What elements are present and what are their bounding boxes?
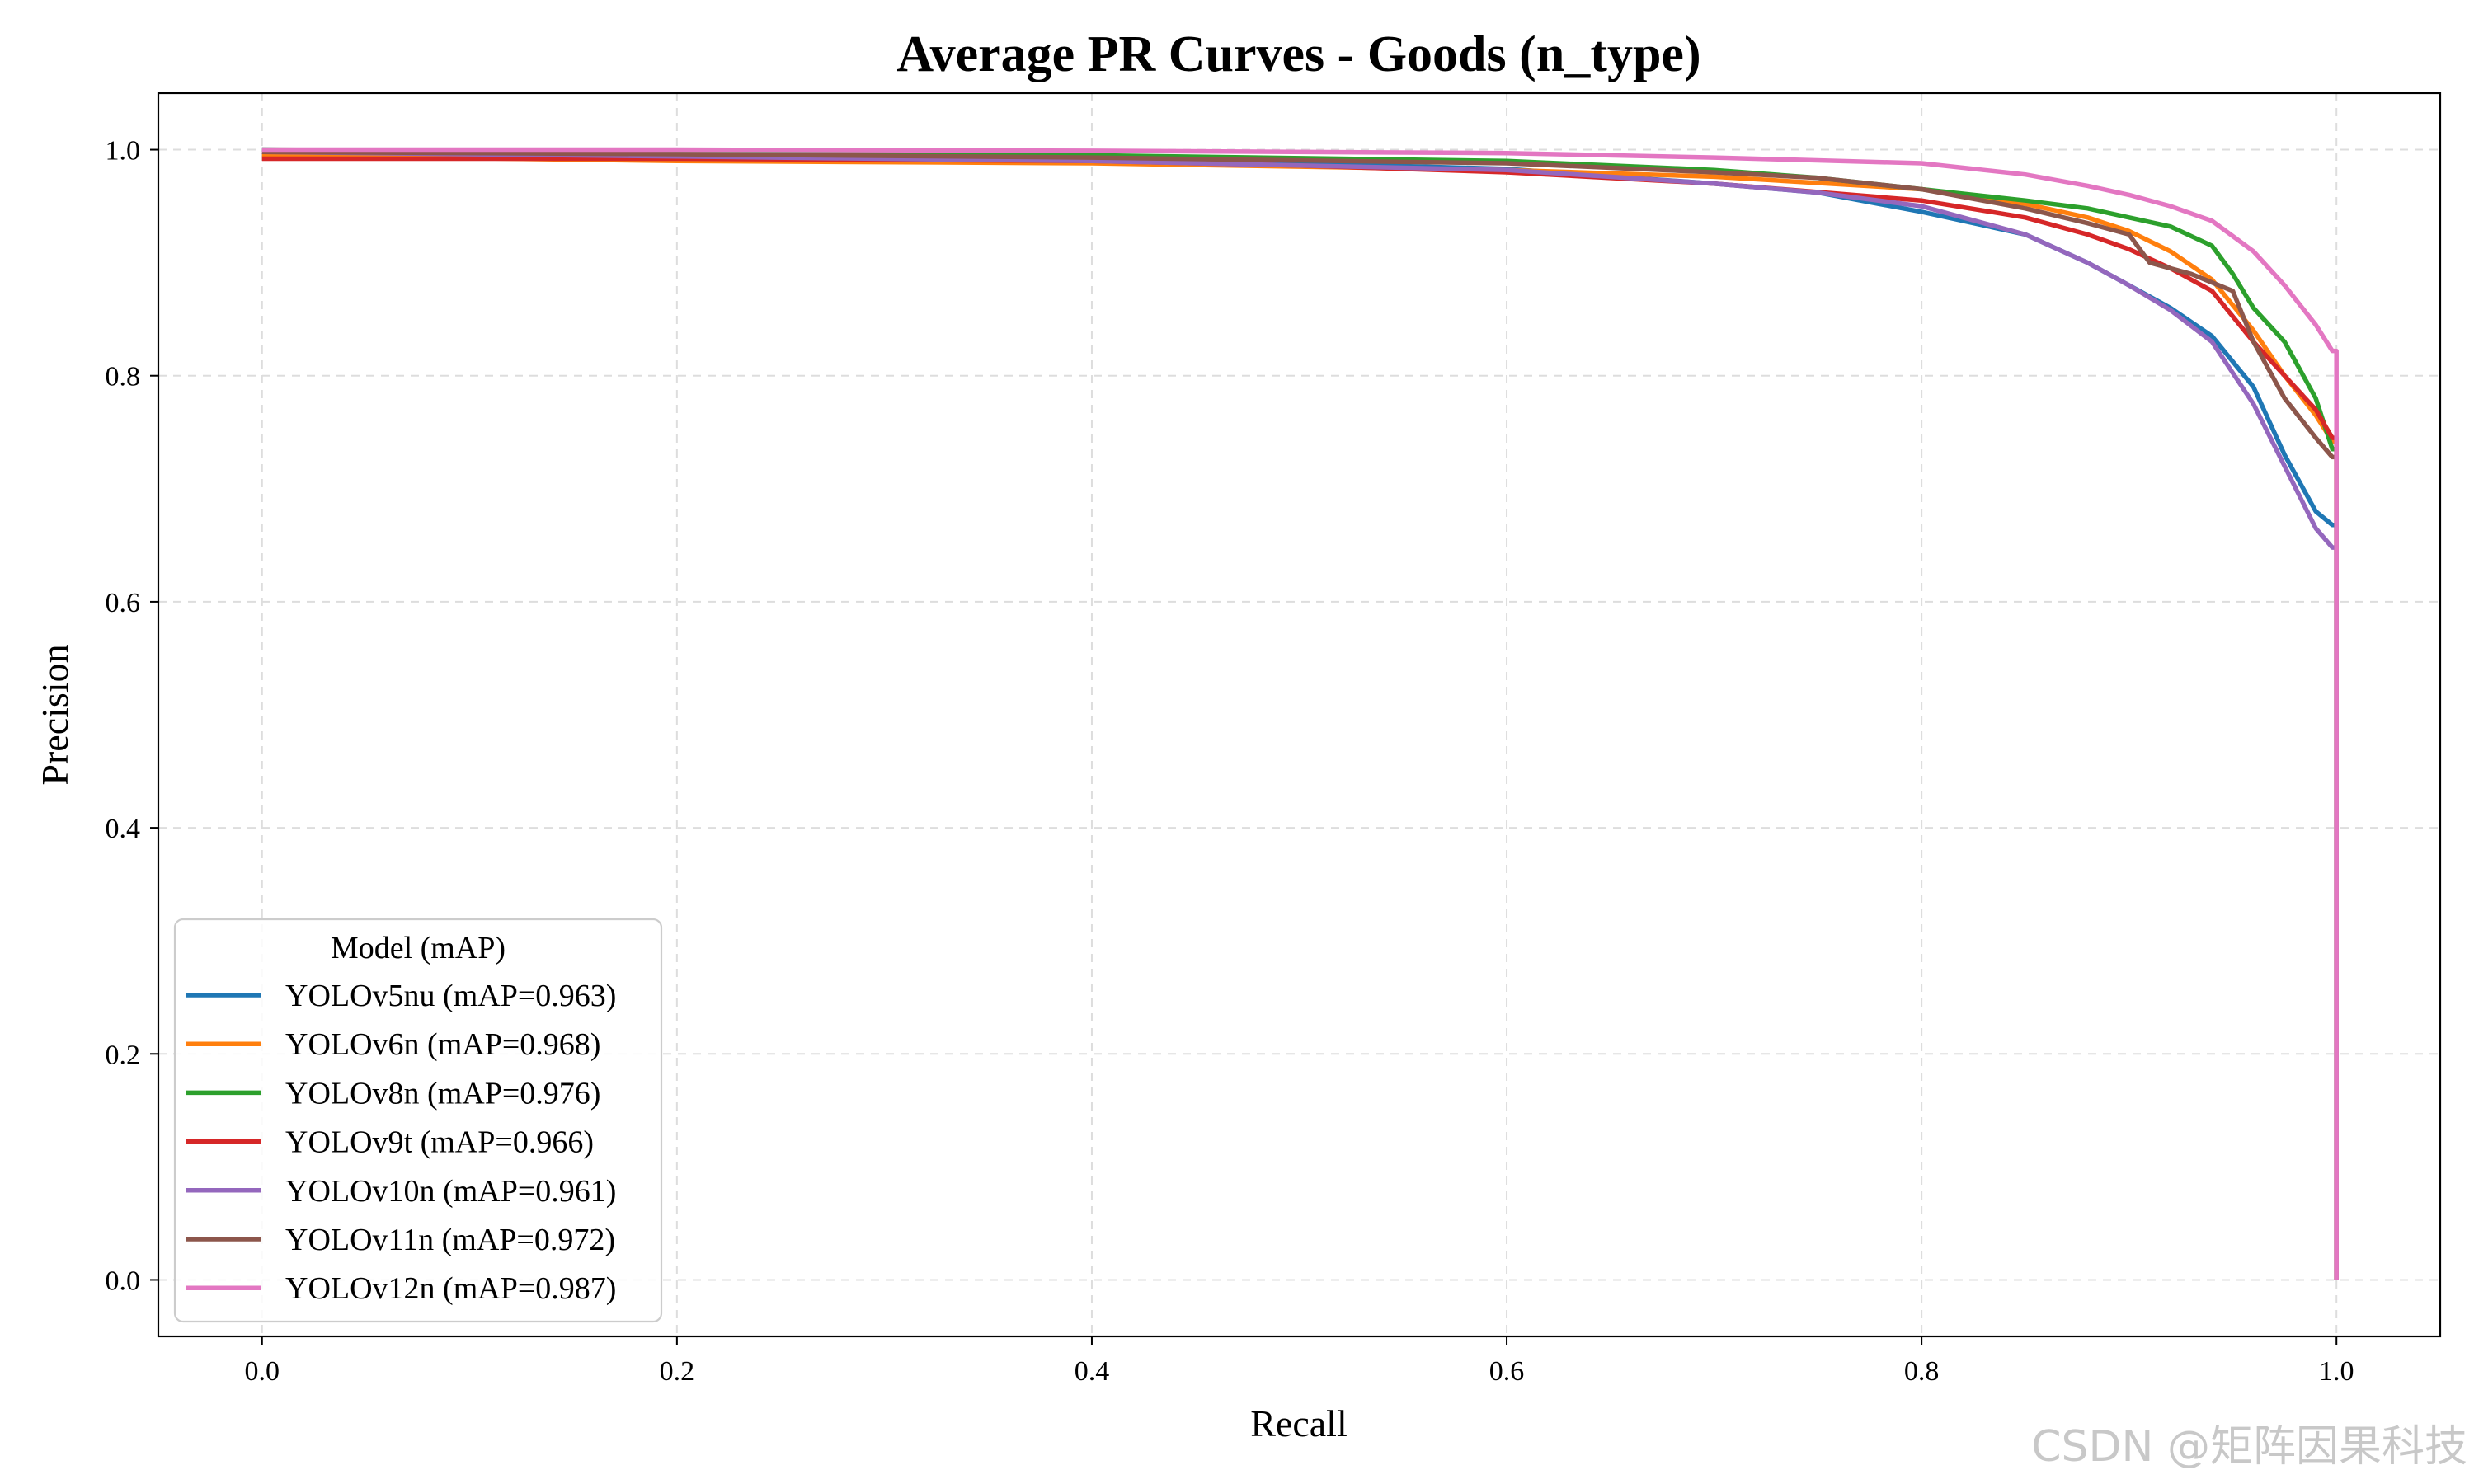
legend-label-1: YOLOv5nu (mAP=0.963) bbox=[285, 979, 616, 1013]
watermark: CSDN @矩阵因果科技 bbox=[2031, 1422, 2467, 1472]
legend-label-5: YOLOv10n (mAP=0.961) bbox=[285, 1174, 616, 1209]
axis-ticks: 0.0 0.2 0.4 0.6 0.8 1.0 0.0 0.2 0.4 0.6 0.8 1.0 bbox=[106, 136, 2354, 1387]
legend-label-7: YOLOv12n (mAP=0.987) bbox=[285, 1271, 616, 1306]
legend: Model (mAP) YOLOv5nu (mAP=0.963) YOLOv6n … bbox=[173, 918, 663, 1323]
x-axis-label: Recall bbox=[1250, 1402, 1348, 1444]
y-tick-label: 1.0 bbox=[106, 136, 141, 167]
legend-items: YOLOv5nu (mAP=0.963) YOLOv6n (mAP=0.968) Y… bbox=[186, 979, 616, 1306]
legend-label-4: YOLOv9t (mAP=0.966) bbox=[285, 1125, 594, 1160]
legend-box bbox=[173, 918, 663, 1323]
y-tick-label: 0.4 bbox=[106, 814, 141, 844]
series-line-6 bbox=[261, 149, 2339, 1280]
series-line-7 bbox=[261, 147, 2339, 1280]
x-tick-label: 0.2 bbox=[660, 1356, 695, 1387]
chart-title: Average PR Curves - Goods (n_type) bbox=[896, 26, 1700, 82]
y-tick-label: 0.8 bbox=[106, 362, 141, 392]
x-tick-label: 0.4 bbox=[1075, 1356, 1110, 1387]
y-tick-label: 0.2 bbox=[106, 1040, 141, 1070]
y-tick-label: 0.6 bbox=[106, 588, 141, 618]
legend-label-3: YOLOv8n (mAP=0.976) bbox=[285, 1076, 600, 1111]
x-tick-label: 1.0 bbox=[2319, 1356, 2354, 1387]
x-tick-label: 0.8 bbox=[1904, 1356, 1940, 1387]
y-tick-label: 0.0 bbox=[106, 1266, 141, 1296]
legend-label-6: YOLOv11n (mAP=0.972) bbox=[285, 1223, 615, 1257]
x-tick-label: 0.6 bbox=[1489, 1356, 1525, 1387]
y-axis-label: Precision bbox=[34, 644, 76, 785]
x-tick-label: 0.0 bbox=[245, 1356, 280, 1387]
grid-lines bbox=[158, 93, 2440, 1336]
plot-frame bbox=[157, 92, 2442, 1338]
legend-label-2: YOLOv6n (mAP=0.968) bbox=[285, 1027, 600, 1062]
series-line-5 bbox=[261, 149, 2339, 1280]
series-lines bbox=[261, 147, 2339, 1280]
legend-title: Model (mAP) bbox=[331, 931, 506, 965]
